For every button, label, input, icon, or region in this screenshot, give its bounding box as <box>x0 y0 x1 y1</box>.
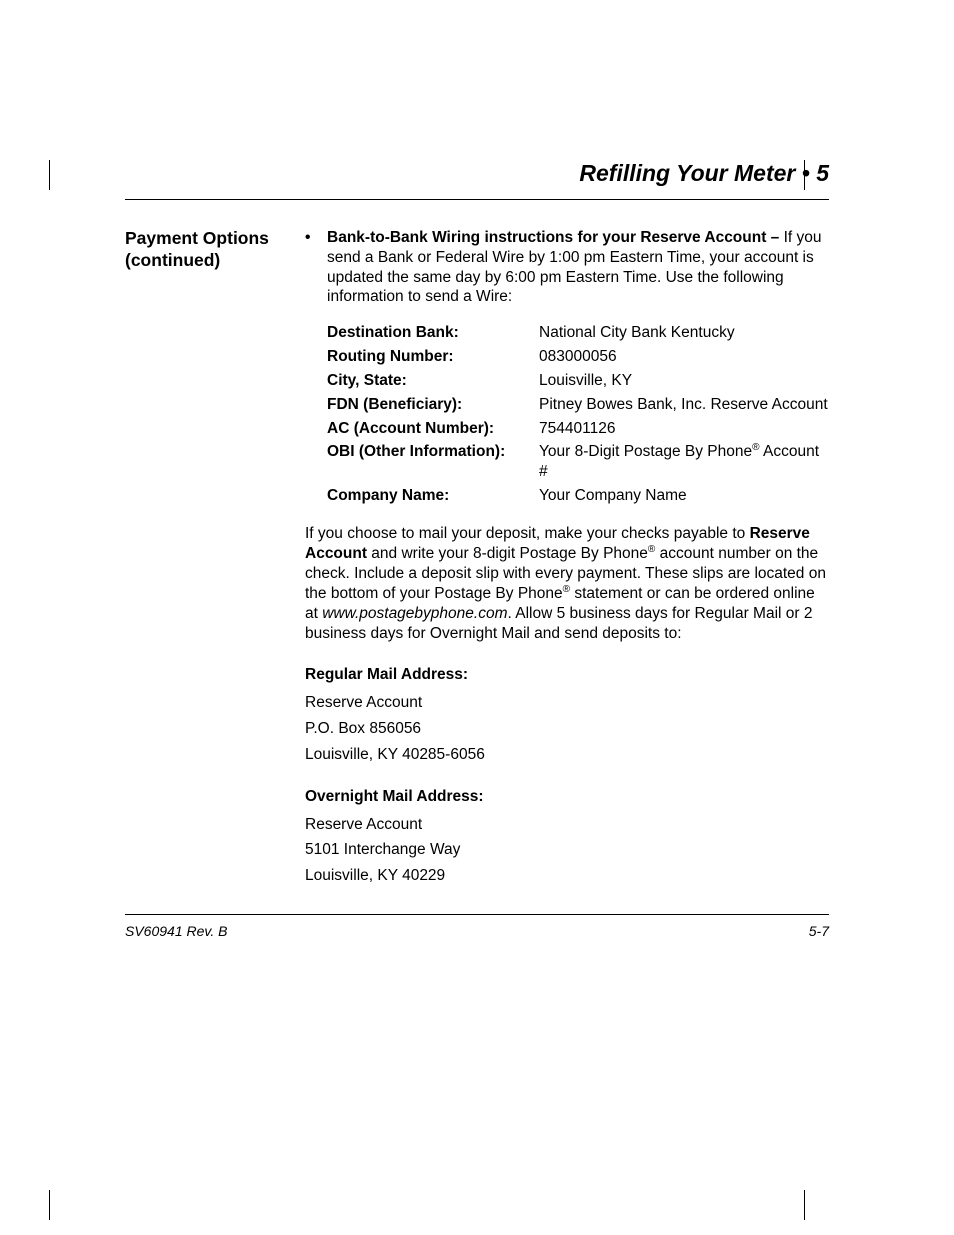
wire-table: Destination Bank: National City Bank Ken… <box>327 323 829 506</box>
wire-label: OBI (Other Information): <box>327 442 539 482</box>
sidebar-heading-line2: (continued) <box>125 250 220 270</box>
wire-intro: Bank-to-Bank Wiring instructions for you… <box>327 228 829 307</box>
wire-row-routing: Routing Number: 083000056 <box>327 347 829 367</box>
crop-mark <box>804 1190 834 1220</box>
wire-row-obi: OBI (Other Information): Your 8-Digit Po… <box>327 442 829 482</box>
mail-p2: and write your 8-digit Postage By Phone <box>367 545 648 562</box>
wire-row-company: Company Name: Your Company Name <box>327 486 829 506</box>
wire-value: 754401126 <box>539 419 829 439</box>
mail-paragraph: If you choose to mail your deposit, make… <box>305 524 829 643</box>
crop-mark <box>20 1190 50 1220</box>
wire-label: AC (Account Number): <box>327 419 539 439</box>
wire-value: Your 8-Digit Postage By Phone® Account # <box>539 442 829 482</box>
sidebar: Payment Options (continued) <box>125 228 305 892</box>
mail-p1: If you choose to mail your deposit, make… <box>305 525 750 542</box>
obi-pre: Your 8-Digit Postage By Phone <box>539 444 752 461</box>
wire-label: Destination Bank: <box>327 323 539 343</box>
main-column: • Bank-to-Bank Wiring instructions for y… <box>305 228 829 892</box>
footer: SV60941 Rev. B 5-7 <box>0 923 954 939</box>
content-area: Payment Options (continued) • Bank-to-Ba… <box>0 228 954 892</box>
mail-url: www.postagebyphone.com <box>322 605 507 622</box>
wire-label: Routing Number: <box>327 347 539 367</box>
bullet-item: • Bank-to-Bank Wiring instructions for y… <box>305 228 829 317</box>
regular-mail-block: Regular Mail Address: Reserve Account P.… <box>305 665 829 764</box>
addr-line: Reserve Account <box>305 693 829 713</box>
addr-line: 5101 Interchange Way <box>305 840 829 860</box>
footer-left: SV60941 Rev. B <box>125 923 227 939</box>
reg-mark: ® <box>752 442 759 453</box>
bullet-marker: • <box>305 228 327 317</box>
wire-intro-bold: Bank-to-Bank Wiring instructions for you… <box>327 229 784 246</box>
sidebar-heading-line1: Payment Options <box>125 228 269 248</box>
wire-label: FDN (Beneficiary): <box>327 395 539 415</box>
wire-value: Louisville, KY <box>539 371 829 391</box>
wire-row-fdn: FDN (Beneficiary): Pitney Bowes Bank, In… <box>327 395 829 415</box>
title-rule <box>125 199 829 200</box>
footer-right: 5-7 <box>809 923 829 939</box>
wire-value: Pitney Bowes Bank, Inc. Reserve Account <box>539 395 829 415</box>
wire-value: National City Bank Kentucky <box>539 323 829 343</box>
regular-mail-heading: Regular Mail Address: <box>305 665 829 685</box>
sidebar-heading: Payment Options (continued) <box>125 228 293 272</box>
wire-value: Your Company Name <box>539 486 829 506</box>
wire-row-ac: AC (Account Number): 754401126 <box>327 419 829 439</box>
crop-mark <box>20 160 50 190</box>
addr-line: Reserve Account <box>305 815 829 835</box>
overnight-mail-heading: Overnight Mail Address: <box>305 787 829 807</box>
footer-rule <box>125 914 829 915</box>
addr-line: Louisville, KY 40229 <box>305 866 829 886</box>
addr-line: Louisville, KY 40285-6056 <box>305 745 829 765</box>
wire-row-destination: Destination Bank: National City Bank Ken… <box>327 323 829 343</box>
wire-label: City, State: <box>327 371 539 391</box>
reg-mark: ® <box>563 584 570 595</box>
wire-value: 083000056 <box>539 347 829 367</box>
wire-row-city: City, State: Louisville, KY <box>327 371 829 391</box>
page-root: Refilling Your Meter • 5 Payment Options… <box>0 0 954 1235</box>
bullet-body: Bank-to-Bank Wiring instructions for you… <box>327 228 829 317</box>
overnight-mail-block: Overnight Mail Address: Reserve Account … <box>305 787 829 886</box>
wire-label: Company Name: <box>327 486 539 506</box>
addr-line: P.O. Box 856056 <box>305 719 829 739</box>
crop-mark <box>804 160 834 190</box>
